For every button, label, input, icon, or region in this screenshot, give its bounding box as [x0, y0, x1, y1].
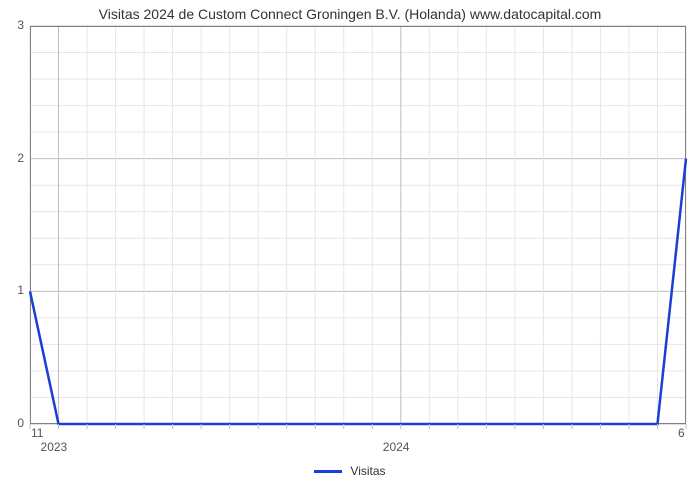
x-tick-label: 2023: [41, 440, 68, 454]
x-tick-label: 2024: [383, 440, 410, 454]
corner-label-bottom-left: 11: [31, 426, 43, 440]
corner-label-bottom-right: 6: [678, 426, 685, 440]
chart-container: { "chart": { "type": "line", "title": "V…: [0, 0, 700, 500]
chart-title: Visitas 2024 de Custom Connect Groningen…: [0, 6, 700, 22]
y-tick-label: 3: [17, 18, 24, 32]
legend-swatch: [314, 470, 342, 473]
y-tick-label: 0: [17, 416, 24, 430]
plot-area: [30, 26, 686, 424]
legend: Visitas: [0, 464, 700, 478]
y-tick-label: 2: [17, 151, 24, 165]
legend-label: Visitas: [350, 464, 385, 478]
y-tick-label: 1: [17, 283, 24, 297]
